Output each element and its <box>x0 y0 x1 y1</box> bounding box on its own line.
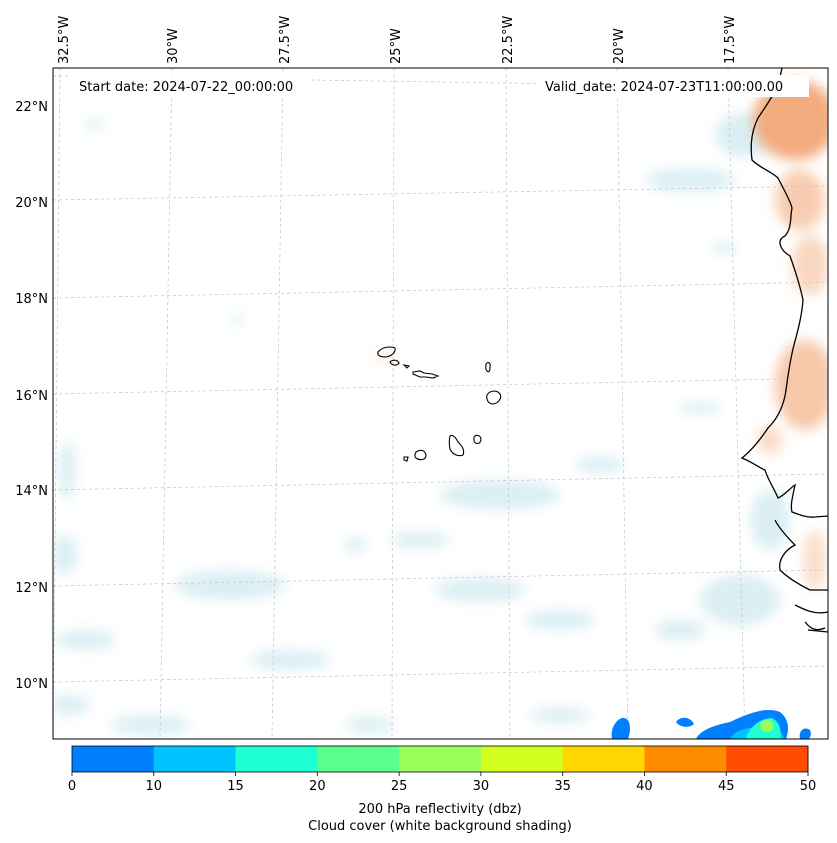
island-santa-luzia <box>402 364 411 369</box>
colorbar-segment-0 <box>72 746 155 772</box>
lon-label-27-5w: 27.5°W <box>278 16 293 64</box>
colorbar-ticks: 0 10 15 20 25 30 35 40 45 50 <box>68 772 816 794</box>
colorbar-segment-8 <box>726 746 809 772</box>
colorbar-segment-2 <box>235 746 318 772</box>
latitude-labels: 22°N 20°N 18°N 16°N 14°N 12°N 10°N <box>15 100 48 692</box>
colorbar-segment-7 <box>644 746 727 772</box>
lat-label-18n: 18°N <box>15 292 48 307</box>
lon-label-32-5w: 32.5°W <box>57 16 72 64</box>
island-santo-antao <box>377 346 396 358</box>
lat-label-10n: 10°N <box>15 677 48 692</box>
cloud-cover-shading <box>53 113 790 735</box>
lat-label-12n: 12°N <box>15 581 48 596</box>
island-sao-vicente <box>389 359 400 366</box>
island-boa-vista <box>486 390 502 405</box>
valid-date-text: Valid_date: 2024-07-23T11:00:00.00 <box>545 80 783 95</box>
lat-label-14n: 14°N <box>15 484 48 499</box>
start-date-box: Start date: 2024-07-22_00:00:00 <box>70 75 310 97</box>
gridlines <box>53 68 828 739</box>
island-santiago <box>448 434 465 457</box>
colorbar-segment-4 <box>399 746 482 772</box>
colorbar-tick-label: 35 <box>554 779 571 794</box>
coastline-west-africa <box>740 68 828 633</box>
colorbar-segment-6 <box>562 746 645 772</box>
lon-label-25w: 25°W <box>389 28 404 64</box>
colorbar-tick-label: 0 <box>68 779 76 794</box>
island-brava <box>403 456 409 462</box>
lon-label-17-5w: 17.5°W <box>723 16 738 64</box>
lat-label-20n: 20°N <box>15 196 48 211</box>
cape-verde-islands <box>377 346 502 462</box>
island-maio <box>473 434 482 445</box>
lat-label-16n: 16°N <box>15 389 48 404</box>
colorbar-segment-1 <box>153 746 237 772</box>
colorbar-tick-label: 10 <box>146 779 163 794</box>
map-panel: Start date: 2024-07-22_00:00:00 Valid_da… <box>52 67 829 740</box>
reflectivity-blobs <box>611 710 811 739</box>
colorbar-tick-label: 25 <box>391 779 408 794</box>
colorbar-tick-label: 45 <box>718 779 735 794</box>
colorbar-tick-label: 30 <box>473 779 490 794</box>
island-fogo <box>414 449 427 461</box>
colorbar-tick-label: 20 <box>309 779 326 794</box>
island-sao-nicolau <box>412 370 440 379</box>
longitude-labels: 32.5°W 30°W 27.5°W 25°W 22.5°W 20°W 17.5… <box>57 16 738 64</box>
island-sal <box>485 362 491 373</box>
lon-label-22-5w: 22.5°W <box>501 16 516 64</box>
valid-date-box: Valid_date: 2024-07-23T11:00:00.00 <box>538 75 809 97</box>
start-date-text: Start date: 2024-07-22_00:00:00 <box>79 80 293 95</box>
colorbar-segment-5 <box>480 746 564 772</box>
orange-cloud-shading <box>379 80 828 590</box>
colorbar: 0 10 15 20 25 30 35 40 45 50 200 hPa reflectivity… <box>68 745 816 834</box>
lon-label-20w: 20°W <box>612 28 627 64</box>
colorbar-label-1: 200 hPa reflectivity (dbz) <box>358 802 521 817</box>
colorbar-tick-label: 50 <box>800 779 817 794</box>
colorbar-label-2: Cloud cover (white background shading) <box>308 819 572 834</box>
colorbar-segment-3 <box>317 746 400 772</box>
lat-label-22n: 22°N <box>15 100 48 115</box>
colorbar-segments <box>72 746 809 772</box>
colorbar-tick-label: 40 <box>636 779 653 794</box>
colorbar-tick-label: 15 <box>227 779 244 794</box>
lon-label-30w: 30°W <box>166 28 181 64</box>
